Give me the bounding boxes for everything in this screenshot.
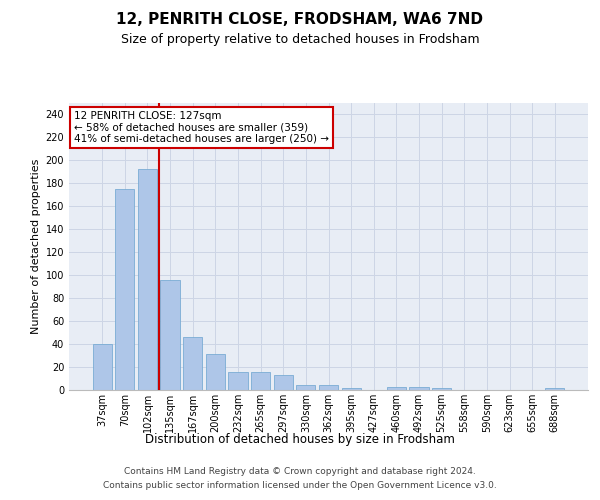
Text: Contains public sector information licensed under the Open Government Licence v3: Contains public sector information licen… <box>103 481 497 490</box>
Text: 12, PENRITH CLOSE, FRODSHAM, WA6 7ND: 12, PENRITH CLOSE, FRODSHAM, WA6 7ND <box>116 12 484 28</box>
Bar <box>296 386 316 390</box>
Bar <box>251 372 270 390</box>
Bar <box>206 354 225 390</box>
Bar <box>341 388 361 390</box>
Y-axis label: Number of detached properties: Number of detached properties <box>31 158 41 334</box>
Bar <box>387 386 406 390</box>
Bar <box>92 344 112 390</box>
Text: Size of property relative to detached houses in Frodsham: Size of property relative to detached ho… <box>121 32 479 46</box>
Bar <box>115 189 134 390</box>
Bar <box>229 372 248 390</box>
Bar <box>319 386 338 390</box>
Text: Distribution of detached houses by size in Frodsham: Distribution of detached houses by size … <box>145 432 455 446</box>
Bar <box>274 375 293 390</box>
Bar <box>138 169 157 390</box>
Text: 12 PENRITH CLOSE: 127sqm
← 58% of detached houses are smaller (359)
41% of semi-: 12 PENRITH CLOSE: 127sqm ← 58% of detach… <box>74 111 329 144</box>
Bar <box>409 386 428 390</box>
Bar <box>183 337 202 390</box>
Bar <box>545 388 565 390</box>
Bar <box>432 388 451 390</box>
Bar <box>160 280 180 390</box>
Text: Contains HM Land Registry data © Crown copyright and database right 2024.: Contains HM Land Registry data © Crown c… <box>124 468 476 476</box>
